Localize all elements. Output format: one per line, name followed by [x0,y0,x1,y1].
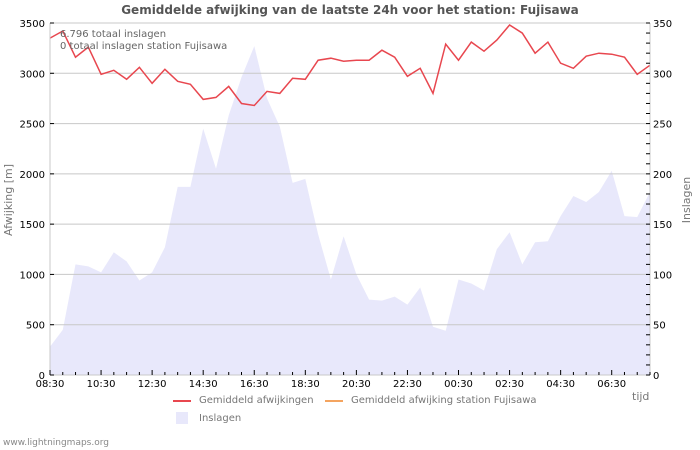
y-tick-label-left: 1000 [20,270,45,281]
x-tick-label: 22:30 [393,379,422,390]
y-tick-label-left: 2500 [20,120,45,131]
axes [49,23,651,376]
y-tick-label-right: 350 [653,19,672,30]
y-tick-label-right: 100 [653,270,672,281]
legend-swatch-afwijkingen [173,400,191,402]
x-tick-label: 02:30 [495,379,524,390]
x-axis-ticks: 08:30 10:30 12:30 14:30 16:30 18:30 20:30 22:30… [36,370,651,390]
legend-swatch-inslagen [176,412,188,424]
y-axis-left-label: Afwijking [m] [2,164,15,236]
legend-label-station: Gemiddeld afwijking station Fujisawa [351,395,537,406]
chart-title: Gemiddelde afwijking van de laatste 24h … [121,3,579,17]
y-tick-label-right: 0 [653,371,659,382]
x-tick-label: 08:30 [36,379,65,390]
y-tick-label-left: 2000 [20,170,45,181]
x-tick-label: 14:30 [189,379,218,390]
x-tick-label: 10:30 [87,379,116,390]
y-tick-label-left: 3500 [20,19,45,30]
y-tick-label-right: 150 [653,220,672,231]
y-tick-label-left: 1500 [20,220,45,231]
legend-label-inslagen: Inslagen [199,413,242,424]
y-tick-label-right: 300 [653,69,672,80]
y-tick-label-right: 50 [653,321,666,332]
x-tick-label: 12:30 [138,379,167,390]
x-tick-label: 00:30 [444,379,473,390]
legend-swatch-station [325,400,343,402]
y-tick-label-right: 250 [653,120,672,131]
y-tick-label-left: 3000 [20,69,45,80]
legend-label-afwijkingen: Gemiddeld afwijkingen [199,395,314,406]
x-axis-label: tijd [632,390,650,403]
footer-site-link[interactable]: www.lightningmaps.org [3,438,109,448]
y-tick-label-left: 500 [26,321,45,332]
y-axis-right-ticks: 0 50 100 150 200 250 300 350 [646,19,672,382]
x-tick-label: 06:30 [597,379,626,390]
x-tick-label: 04:30 [546,379,575,390]
x-tick-label: 16:30 [240,379,269,390]
afwijking-line [49,24,651,107]
total-strikes-annotation: 6.796 totaal inslagen [60,29,167,40]
x-tick-label: 18:30 [291,379,320,390]
y-tick-label-right: 200 [653,170,672,181]
y-tick-label-left: 0 [39,371,45,382]
y-axis-right-label: Inslagen [680,177,693,223]
inslagen-area [50,46,650,375]
x-tick-label: 20:30 [342,379,371,390]
y-axis-left-ticks: 0 500 1000 1500 2000 2500 3000 3500 [20,19,54,382]
station-strikes-annotation: 0 totaal inslagen station Fujisawa [60,41,228,52]
